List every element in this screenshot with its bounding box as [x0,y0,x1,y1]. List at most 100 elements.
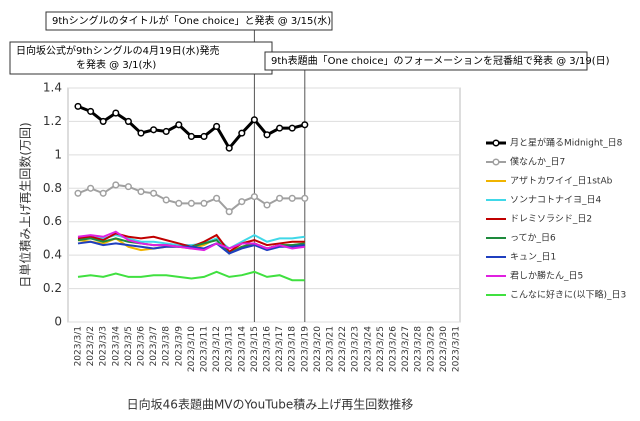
point-marker [187,132,195,141]
x-tick-label: 2023/3/31 [452,326,462,372]
point-marker [225,208,233,216]
point-marker [74,102,82,110]
point-marker [301,194,309,202]
x-tick-label: 2023/3/20 [313,326,323,372]
legend-label: キュン_日1 [510,252,556,263]
point-marker [288,194,296,202]
x-tick-label: 2023/3/14 [237,326,247,372]
point-marker [99,189,107,197]
point-marker [175,199,183,207]
x-tick-label: 2023/3/18 [288,326,298,372]
annotation-box [45,11,333,31]
legend-label: 僕なんか_日7 [510,156,565,168]
legend-label: ソンナコトナイヨ_日4 [510,195,602,206]
series-line [77,230,305,252]
x-tick-label: 2023/3/4 [111,326,121,367]
annotation-text: 9th表題曲「One choice」のフォーメーションを冠番組で発表 @ 3/1… [271,54,610,67]
point-marker [112,181,120,189]
point-marker [250,193,258,201]
point-marker [150,189,158,197]
annotation-text: 日向坂公式が9thシングルの4月19日(水)発売 [16,44,220,57]
point-marker [175,121,183,129]
x-tick-label: 2023/3/6 [137,326,147,367]
point-marker [162,196,170,204]
point-marker [124,183,132,191]
y-tick-label: 1.2 [43,114,62,128]
point-marker [200,132,208,141]
point-marker [225,144,233,152]
point-marker [99,117,107,125]
series-line [77,240,305,255]
point-marker [150,126,158,134]
series-line [77,104,306,151]
point-marker [162,127,170,136]
x-tick-label: 2023/3/2 [86,326,96,366]
point-marker [187,199,195,207]
x-tick-label: 2023/3/5 [124,326,134,366]
x-tick-label: 2023/3/28 [414,326,424,372]
x-tick-label: 2023/3/30 [439,326,449,372]
point-marker [301,121,309,129]
x-axis-label: 日向坂46表題曲MVのYouTube積み上げ再生回数推移 [127,397,414,412]
y-axis-label: 日単位積み上げ再生回数(万回) [18,122,33,287]
x-tick-label: 2023/3/29 [426,326,436,372]
series-line [77,233,305,250]
x-tick-label: 2023/3/25 [376,326,386,372]
series-line [77,183,305,214]
x-tick-label: 2023/3/19 [300,326,310,372]
legend-marker [492,158,500,166]
x-tick-label: 2023/3/1 [74,326,84,366]
point-marker [112,109,120,117]
point-marker [213,194,221,202]
point-marker [200,199,208,207]
point-marker [263,131,271,139]
point-marker [137,188,145,196]
x-tick-label: 2023/3/23 [351,326,361,372]
x-tick-label: 2023/3/9 [174,326,184,367]
y-tick-label: 1 [54,147,62,161]
legend-label: 月と星が踊るMidnight_日8 [510,137,623,149]
legend-marker [492,139,500,147]
x-tick-label: 2023/3/11 [200,326,210,372]
x-tick-label: 2023/3/12 [212,326,222,372]
x-tick-label: 2023/3/17 [275,326,285,372]
series-line [77,270,305,282]
annotation-text: を発表 @ 3/1(水) [76,58,156,71]
x-tick-label: 2023/3/3 [99,326,109,366]
point-marker [238,129,246,137]
x-tick-label: 2023/3/27 [401,326,411,372]
x-tick-label: 2023/3/24 [363,326,373,372]
legend-label: こんなに好きに(以下略)_日3 [510,289,626,301]
point-marker [276,194,284,202]
y-tick-label: 0.8 [43,181,62,195]
x-tick-label: 2023/3/16 [263,326,273,372]
point-marker [276,124,284,132]
y-tick-label: 1.4 [43,81,62,95]
x-tick-label: 2023/3/21 [326,326,336,372]
y-tick-label: 0.2 [43,281,62,295]
point-marker [238,198,246,206]
point-marker [124,117,132,125]
annotation-box [9,41,273,75]
point-marker [74,189,82,197]
y-tick-label: 0 [54,315,62,329]
x-tick-label: 2023/3/10 [187,326,197,372]
point-marker [87,184,95,192]
point-marker [87,107,95,115]
y-tick-label: 0.4 [43,248,62,262]
x-tick-label: 2023/3/22 [338,326,348,372]
point-marker [250,116,258,124]
legend-label: アザトカワイイ_日1stAb [510,176,613,187]
x-tick-label: 2023/3/13 [225,326,235,372]
point-marker [213,122,221,130]
annotation-box [264,51,588,71]
y-tick-label: 0.6 [43,214,62,228]
x-tick-label: 2023/3/15 [250,326,260,372]
point-marker [263,201,271,209]
x-tick-label: 2023/3/8 [162,326,172,367]
annotation-text: 9thシングルのタイトルが「One choice」と発表 @ 3/15(水) [52,14,331,27]
legend-label: 君しか勝たん_日5 [510,270,583,282]
legend-label: ってか_日6 [510,233,556,244]
point-marker [288,124,296,132]
